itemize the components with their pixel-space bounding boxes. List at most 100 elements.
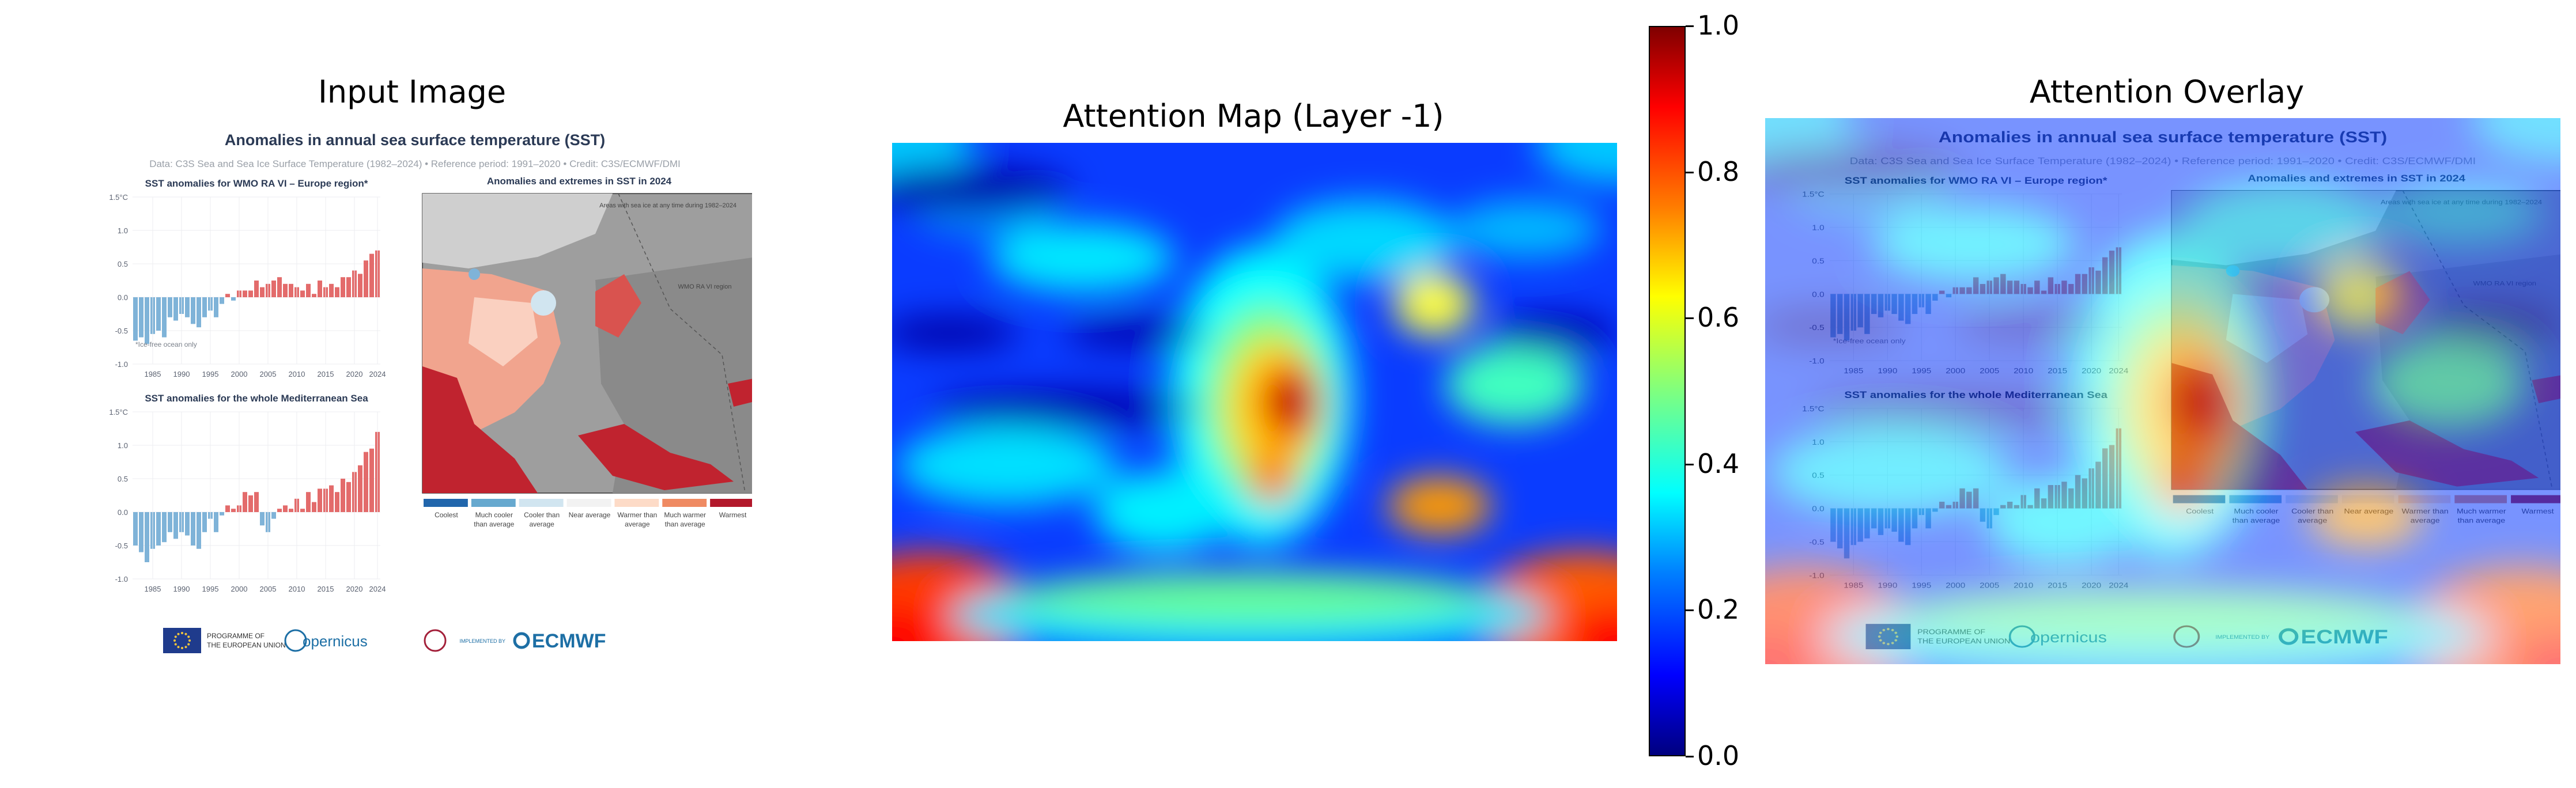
bar bbox=[139, 512, 143, 552]
attention-blob bbox=[2503, 626, 2560, 664]
bar bbox=[271, 512, 276, 519]
svg-text:1995: 1995 bbox=[202, 585, 219, 593]
bar bbox=[358, 465, 362, 512]
svg-text:Anomalies and extremes in SST: Anomalies and extremes in SST in 2024 bbox=[487, 176, 672, 187]
bar bbox=[312, 294, 316, 297]
svg-text:1990: 1990 bbox=[173, 370, 190, 378]
svg-text:0.5: 0.5 bbox=[118, 475, 128, 483]
svg-text:Cooler than: Cooler than bbox=[524, 511, 560, 519]
bar bbox=[341, 479, 345, 512]
attention-blob bbox=[892, 607, 944, 641]
svg-text:2010: 2010 bbox=[289, 370, 305, 378]
bar bbox=[173, 512, 178, 539]
attention-blob bbox=[1872, 206, 2075, 282]
bar bbox=[185, 512, 190, 536]
attention-blobs bbox=[892, 143, 1617, 641]
colorbar-tick-label: 0.8 bbox=[1697, 156, 1740, 187]
attention-blob bbox=[2315, 260, 2404, 330]
attention-blob bbox=[2472, 118, 2560, 162]
infographic-title: Anomalies in annual sea surface temperat… bbox=[225, 131, 605, 149]
attention-map bbox=[892, 143, 1617, 641]
bar bbox=[271, 281, 276, 297]
svg-text:1.5°C: 1.5°C bbox=[109, 408, 128, 416]
svg-text:average: average bbox=[625, 520, 650, 528]
bar bbox=[248, 290, 253, 297]
bar bbox=[173, 297, 178, 321]
bar bbox=[231, 297, 236, 301]
bar bbox=[283, 283, 288, 297]
colorbar-tickmark bbox=[1686, 317, 1694, 320]
bar bbox=[202, 297, 207, 317]
attention-blob bbox=[2182, 378, 2220, 426]
colorbar-tickmark bbox=[1686, 756, 1694, 757]
bar bbox=[225, 294, 230, 297]
bar bbox=[202, 512, 207, 532]
bar bbox=[306, 283, 311, 297]
svg-text:Areas with sea ice at any time: Areas with sea ice at any time during 19… bbox=[599, 202, 736, 209]
svg-text:1985: 1985 bbox=[145, 585, 161, 593]
svg-text:than average: than average bbox=[665, 520, 705, 528]
bar bbox=[248, 495, 253, 512]
bar bbox=[318, 281, 322, 297]
panel-title-input: Input Image bbox=[318, 74, 507, 110]
bar bbox=[254, 281, 259, 297]
attention-blob bbox=[2182, 181, 2385, 270]
bar bbox=[168, 297, 172, 317]
colorbar-tickmark bbox=[1686, 25, 1694, 27]
attention-blob bbox=[1771, 427, 2012, 516]
chart-mediterranean: SST anomalies for the whole Mediterranea… bbox=[109, 393, 386, 593]
sst-map: Anomalies and extremes in SST in 2024 Are… bbox=[422, 176, 757, 494]
bar bbox=[300, 509, 305, 512]
svg-text:1.5°C: 1.5°C bbox=[109, 193, 128, 202]
svg-text:2000: 2000 bbox=[231, 585, 248, 593]
svg-text:IMPLEMENTED BY: IMPLEMENTED BY bbox=[459, 638, 505, 644]
attention-blob bbox=[2372, 339, 2524, 428]
bar bbox=[254, 492, 259, 512]
svg-text:Warmest: Warmest bbox=[719, 511, 747, 519]
svg-text:2015: 2015 bbox=[318, 370, 334, 378]
svg-text:2020: 2020 bbox=[346, 370, 363, 378]
svg-text:2010: 2010 bbox=[289, 585, 305, 593]
bar bbox=[214, 512, 218, 532]
bar bbox=[133, 512, 138, 545]
attention-blob bbox=[1451, 200, 1601, 258]
colorbar-tick-label: 1.0 bbox=[1697, 10, 1740, 41]
svg-text:1.0: 1.0 bbox=[118, 441, 128, 450]
bar bbox=[162, 297, 167, 338]
colorbar-tickmark bbox=[1686, 463, 1694, 465]
bar bbox=[162, 512, 167, 543]
infographic-subtitle: Data: C3S Sea and Sea Ice Surface Temper… bbox=[149, 158, 681, 169]
attention-blob bbox=[1272, 200, 1457, 281]
attention-blob bbox=[1393, 272, 1474, 336]
svg-text:SST anomalies for the whole Me: SST anomalies for the whole Mediterranea… bbox=[145, 393, 368, 404]
attention-blob bbox=[1249, 448, 1295, 506]
svg-text:PROGRAMME OF: PROGRAMME OF bbox=[207, 632, 265, 640]
bar bbox=[335, 492, 339, 512]
attention-blob bbox=[1565, 607, 1617, 641]
attention-blob bbox=[1986, 478, 2139, 567]
svg-text:2000: 2000 bbox=[231, 370, 248, 378]
svg-text:opernicus: opernicus bbox=[303, 632, 368, 650]
bar bbox=[277, 509, 282, 512]
bar bbox=[260, 512, 265, 526]
bar bbox=[283, 505, 288, 512]
bar bbox=[156, 512, 161, 545]
svg-text:Coolest: Coolest bbox=[435, 511, 458, 519]
attention-blob bbox=[2309, 484, 2423, 548]
svg-text:2005: 2005 bbox=[260, 585, 277, 593]
bar bbox=[312, 502, 316, 512]
svg-text:1985: 1985 bbox=[145, 370, 161, 378]
chart-europe: SST anomalies for WMO RA VI – Europe reg… bbox=[109, 178, 386, 378]
svg-text:0.0: 0.0 bbox=[118, 293, 128, 302]
attention-blob bbox=[1094, 471, 1232, 552]
attention-blob bbox=[898, 425, 1117, 506]
panel-title-overlay: Attention Overlay bbox=[2029, 74, 2305, 110]
bar bbox=[306, 492, 311, 512]
svg-text:1.0: 1.0 bbox=[118, 226, 128, 235]
bar bbox=[231, 509, 236, 512]
svg-text:2024: 2024 bbox=[369, 585, 386, 593]
colorbar-tickmark bbox=[1686, 171, 1694, 173]
colorbar-tick-label: 0.6 bbox=[1697, 302, 1740, 334]
bar bbox=[145, 297, 149, 344]
